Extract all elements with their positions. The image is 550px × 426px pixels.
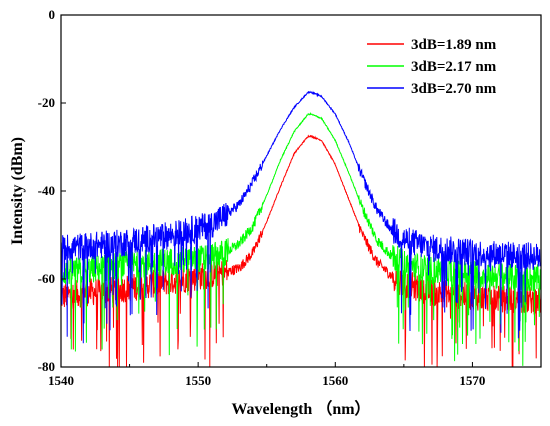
x-tick-label: 1560 [322,373,348,388]
x-tick-label: 1570 [459,373,485,388]
x-tick-label: 1540 [48,373,74,388]
series-layer [61,90,541,367]
legend-label: 3dB=2.70 nm [411,81,497,97]
legend-label: 3dB=2.17 nm [411,59,497,75]
legend: 3dB=1.89 nm 3dB=2.17 nm 3dB=2.70 nm [367,37,497,97]
tick-layer: 1540 1550 1560 1570 0 -20 -40 -60 -80 [38,7,486,388]
legend-label: 3dB=1.89 nm [411,37,497,53]
y-tick-label: -40 [38,183,55,198]
y-tick-label: -20 [38,95,55,110]
series-line-1 [61,134,541,367]
x-tick-label: 1550 [185,373,211,388]
y-tick-label: -60 [38,271,55,286]
y-tick-label: 0 [49,7,56,22]
x-axis-title: Wavelength （nm） [231,400,370,418]
y-axis-title: Intensity (dBm) [9,137,26,245]
y-tick-label: -80 [38,359,55,374]
series-line-3 [61,90,541,344]
